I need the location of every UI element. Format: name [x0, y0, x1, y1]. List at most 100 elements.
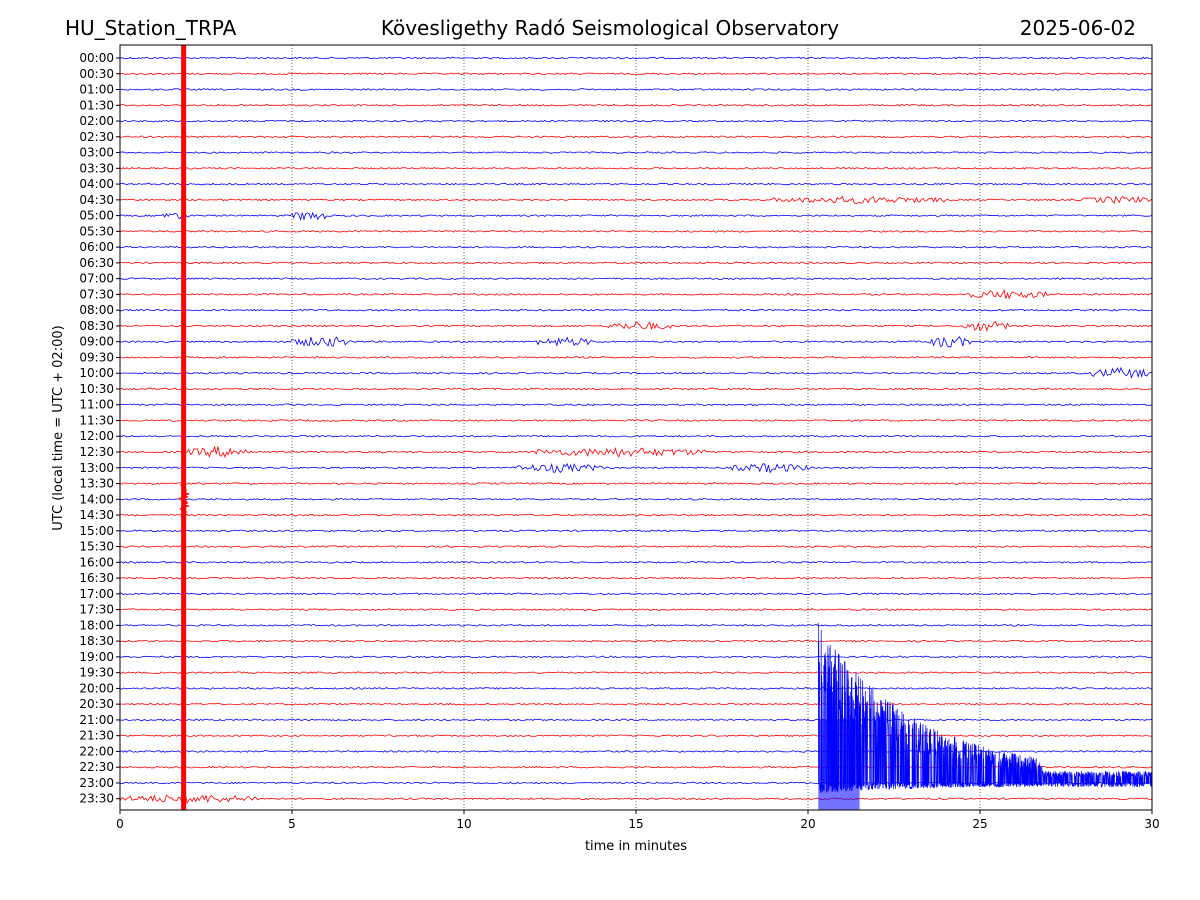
trace-row: [119, 750, 1153, 753]
trace-row: [119, 765, 1153, 769]
trace-row: [119, 702, 1153, 706]
y-tick-label: 17:00: [79, 587, 114, 601]
trace-row: [119, 655, 1152, 659]
trace-row: [119, 734, 1153, 737]
y-tick-label: 19:30: [79, 666, 114, 680]
spike-event-detail: [178, 477, 191, 523]
trace-row: [119, 462, 1153, 474]
y-tick-label: 12:30: [79, 445, 114, 459]
seismic-traces: [119, 45, 1153, 810]
spike-event: [181, 45, 187, 810]
y-tick-label: 00:30: [79, 67, 114, 81]
trace-row: [120, 718, 1153, 722]
trace-row: [119, 513, 1153, 517]
trace-row: [119, 56, 1153, 60]
trace-row: [119, 387, 1153, 391]
trace-row: [119, 336, 1153, 348]
y-tick-label: 11:30: [79, 413, 114, 427]
y-tick-label: 10:30: [79, 382, 114, 396]
trace-row: [119, 497, 1153, 501]
trace-row: [119, 560, 1153, 564]
x-tick-label: 15: [628, 817, 643, 831]
y-tick-label: 18:30: [79, 634, 114, 648]
y-tick-label: 06:00: [79, 240, 114, 254]
trace-row: [119, 320, 1153, 333]
y-tick-label: 22:00: [79, 744, 114, 758]
trace-row: [119, 245, 1153, 249]
y-tick-label: 11:00: [79, 398, 114, 412]
x-tick-label: 20: [800, 817, 815, 831]
x-tick-label: 25: [972, 817, 987, 831]
trace-row: [119, 482, 1153, 485]
burst-event: [817, 622, 1153, 793]
y-tick-label: 00:00: [79, 51, 114, 65]
y-tick-label: 03:30: [79, 161, 114, 175]
trace-row: [119, 687, 1153, 690]
y-tick-label: 21:30: [79, 729, 114, 743]
trace-row: [119, 151, 1153, 154]
y-tick-label: 09:00: [79, 335, 114, 349]
observatory-title: Kövesligethy Radó Seismological Observat…: [381, 16, 839, 40]
y-tick-label: 22:30: [79, 760, 114, 774]
trace-row: [119, 261, 1153, 265]
plot-frame: [119, 44, 1153, 811]
y-axis-label: UTC (local time = UTC + 02:00): [51, 325, 66, 530]
trace-row: [119, 434, 1153, 438]
y-tick-label: 19:00: [79, 650, 114, 664]
trace-row: [119, 366, 1153, 379]
y-tick-label: 04:00: [79, 177, 114, 191]
y-tick-label: 10:00: [79, 366, 114, 380]
y-tick-label: 03:00: [79, 146, 114, 160]
y-tick-label: 20:00: [79, 681, 114, 695]
y-tick-label: 16:30: [79, 571, 114, 585]
x-tick-label: 5: [288, 817, 296, 831]
y-tick-label: 06:30: [79, 256, 114, 270]
trace-row: [119, 166, 1153, 170]
trace-row: [119, 182, 1153, 186]
trace-row: [119, 277, 1153, 280]
trace-row: [120, 403, 1153, 407]
y-tick-label: 08:30: [79, 319, 114, 333]
trace-row: [119, 608, 1153, 611]
x-tick-label: 10: [456, 817, 471, 831]
x-axis-label: time in minutes: [585, 839, 687, 854]
trace-row: [119, 211, 1153, 221]
trace-row: [119, 88, 1153, 91]
y-tick-label: 23:30: [79, 792, 114, 806]
y-tick-label: 12:00: [79, 429, 114, 443]
y-tick-label: 17:30: [79, 603, 114, 617]
y-tick-label: 15:30: [79, 540, 114, 554]
trace-row: [119, 288, 1153, 300]
trace-row: [120, 671, 1153, 674]
trace-row: [119, 445, 1153, 459]
y-tick-label: 16:00: [79, 555, 114, 569]
trace-row: [119, 793, 1153, 805]
trace-row: [119, 72, 1153, 76]
station-title: HU_Station_TRPA: [65, 16, 237, 40]
date-title: 2025-06-02: [1020, 16, 1136, 40]
y-tick-label: 02:30: [79, 130, 114, 144]
x-tick-labels: 0 5 10 15 20 25 30: [116, 810, 1160, 831]
y-tick-label: 02:00: [79, 114, 114, 128]
y-tick-label: 07:30: [79, 287, 114, 301]
y-tick-label: 14:00: [79, 492, 114, 506]
x-tick-label: 0: [116, 817, 124, 831]
y-tick-label: 15:00: [79, 524, 114, 538]
vertical-gridlines: [291, 45, 981, 810]
trace-row: [119, 545, 1153, 548]
y-tick-label: 05:00: [79, 209, 114, 223]
trace-row: [119, 119, 1153, 123]
y-tick-label: 05:30: [79, 224, 114, 238]
trace-row: [119, 576, 1153, 580]
y-tick-label: 01:30: [79, 98, 114, 112]
trace-row: [119, 592, 1153, 596]
y-tick-label: 23:00: [79, 776, 114, 790]
y-tick-label: 04:30: [79, 193, 114, 207]
y-tick-label: 13:00: [79, 461, 114, 475]
y-tick-label: 09:30: [79, 350, 114, 364]
trace-row: [119, 135, 1153, 139]
y-tick-label: 14:30: [79, 508, 114, 522]
burst-event-core: [818, 719, 860, 810]
